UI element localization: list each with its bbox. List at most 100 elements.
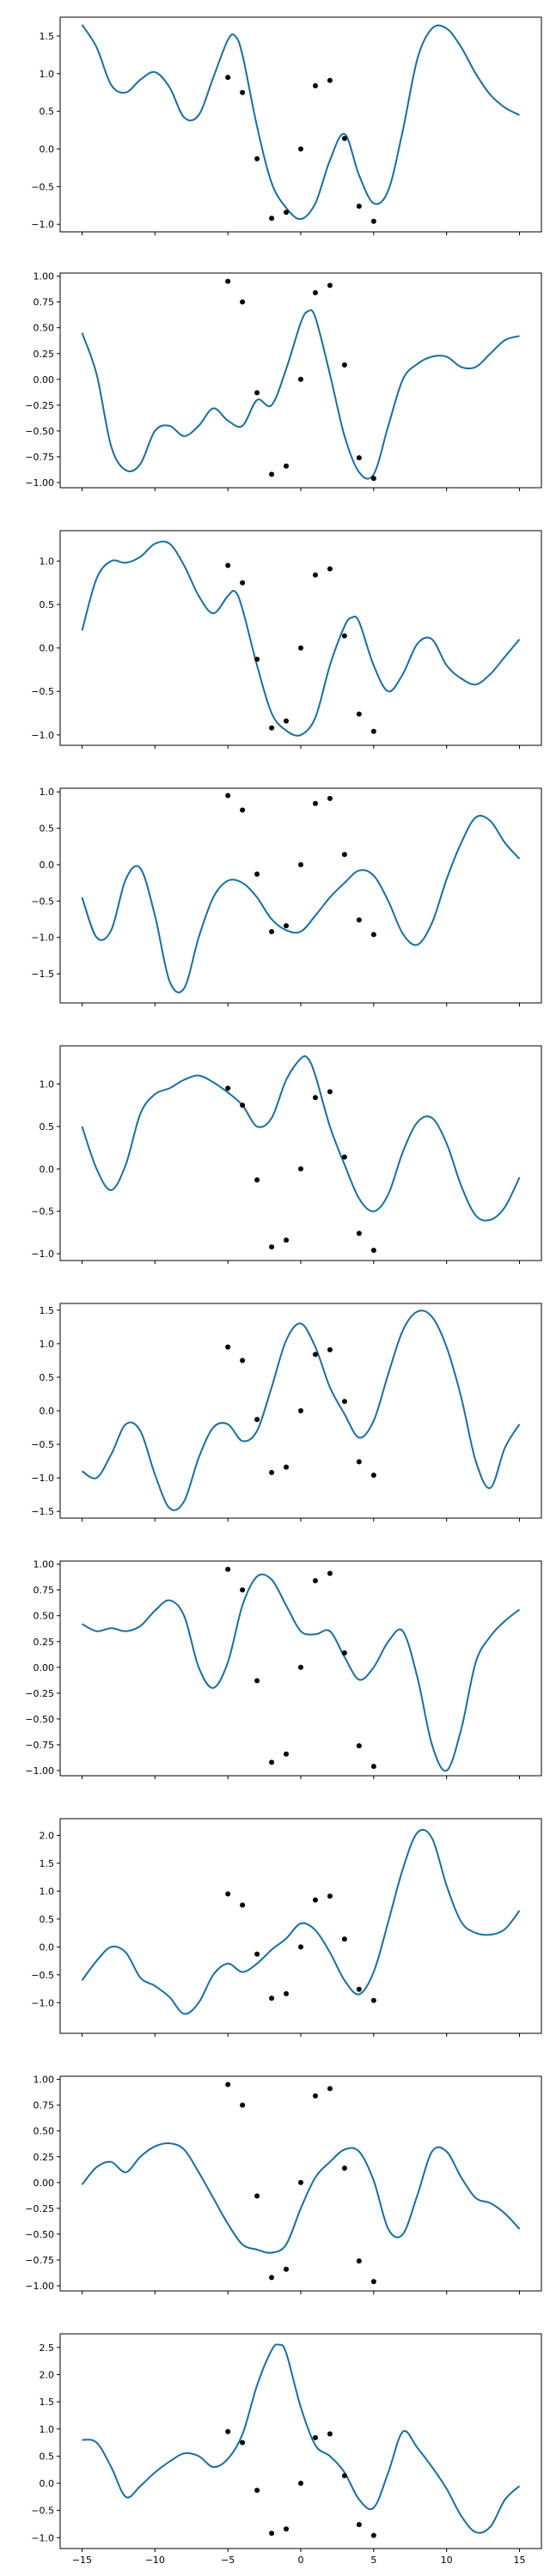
- data-point: [225, 2428, 231, 2434]
- y-tick-label: 0.0: [40, 144, 55, 155]
- data-point: [312, 1577, 318, 1583]
- data-point: [341, 361, 347, 368]
- data-point: [240, 2439, 246, 2445]
- data-point: [225, 278, 231, 284]
- y-tick-label: 1.0: [40, 556, 55, 567]
- x-tick-label: 5: [370, 2555, 376, 2566]
- y-tick-label: 1.5: [40, 1858, 55, 1869]
- y-tick-label: −0.5: [31, 1439, 54, 1450]
- plot-frame: [59, 530, 542, 746]
- data-point: [269, 471, 275, 477]
- y-tick-label: 0.75: [34, 2100, 55, 2111]
- data-point: [312, 572, 318, 578]
- y-tick-label: 0.75: [34, 297, 55, 308]
- data-point: [356, 1230, 362, 1236]
- data-point: [284, 463, 290, 469]
- data-point: [370, 1473, 376, 1478]
- data-point: [370, 1764, 376, 1770]
- panel-3: −1.0 −0.5 0.0 0.5 1.0: [31, 530, 542, 749]
- data-point: [240, 1358, 246, 1364]
- y-tick-label: 0.00: [34, 1662, 55, 1674]
- data-point: [284, 923, 290, 929]
- y-tick-label: −0.50: [25, 1714, 54, 1725]
- data-point: [327, 1571, 333, 1577]
- panel-7: −1.00 −0.75 −0.50 −0.25 0.00 0.25 0.50 0.75 1.00: [25, 1559, 542, 1779]
- data-point: [240, 807, 246, 813]
- data-point: [312, 1352, 318, 1358]
- y-tick-label: −1.00: [25, 1765, 54, 1777]
- data-point: [284, 1751, 290, 1757]
- data-point: [341, 1649, 347, 1656]
- y-tick-label: −1.5: [31, 1506, 54, 1517]
- y-tick-label: −0.25: [25, 1688, 54, 1699]
- y-tick-label: 0.5: [40, 1121, 55, 1133]
- data-point: [298, 1664, 303, 1670]
- data-point: [341, 136, 347, 142]
- y-tick-label: 1.00: [34, 271, 55, 283]
- plot-frame: [59, 787, 542, 1004]
- data-point: [298, 2481, 303, 2487]
- data-point: [269, 1996, 275, 2002]
- data-point: [370, 218, 376, 224]
- data-point: [269, 1244, 275, 1250]
- plot-frame: [59, 1818, 542, 2034]
- y-tick-label: 1.0: [40, 1886, 55, 1897]
- data-point: [254, 872, 260, 877]
- y-tick-label: 1.0: [40, 1339, 55, 1350]
- y-tick-label: 2.0: [40, 2369, 55, 2380]
- data-point: [312, 82, 318, 88]
- y-tick-label: 0.5: [40, 1914, 55, 1925]
- panel-6: −1.5 −1.0 −0.5 0.0 0.5 1.0 1.5: [31, 1303, 542, 1522]
- data-point: [240, 299, 246, 305]
- data-point: [240, 580, 246, 586]
- series-line: [81, 540, 521, 737]
- y-tick-label: 0.25: [34, 349, 55, 360]
- series-line: [81, 1828, 521, 2015]
- y-tick-label: −1.0: [31, 2532, 54, 2543]
- data-point: [269, 2530, 275, 2537]
- y-tick-label: 0.0: [40, 1941, 55, 1953]
- data-point: [240, 1902, 246, 1908]
- data-point: [225, 1344, 231, 1350]
- data-point: [240, 1587, 246, 1593]
- data-point: [225, 1085, 231, 1091]
- data-point: [269, 725, 275, 731]
- panel-1: −1.0 −0.5 0.0 0.5 1.0 1.5: [31, 16, 542, 235]
- panel-9: −1.00 −0.75 −0.50 −0.25 0.00 0.25 0.50 0.75 1.00: [25, 2075, 542, 2294]
- y-tick-label: 0.0: [40, 643, 55, 654]
- y-tick-label: 0.0: [40, 1406, 55, 1417]
- y-tick-label: −0.5: [31, 1206, 54, 1218]
- data-point: [284, 2526, 290, 2532]
- panel-2: −1.00 −0.75 −0.50 −0.25 0.00 0.25 0.50 0.75 1.00: [25, 271, 542, 491]
- y-tick-label: −1.0: [31, 730, 54, 741]
- data-point: [341, 2165, 347, 2171]
- data-point: [356, 204, 362, 210]
- data-point: [370, 2279, 376, 2285]
- y-tick-label: −1.00: [25, 477, 54, 489]
- series-line: [81, 24, 520, 221]
- data-point: [312, 1897, 318, 1903]
- y-tick-label: 1.0: [40, 787, 55, 798]
- data-point: [341, 633, 347, 639]
- data-point: [298, 1944, 303, 1950]
- data-point: [254, 2193, 260, 2199]
- y-tick-label: 0.5: [40, 1372, 55, 1383]
- data-point: [298, 645, 303, 651]
- data-point: [312, 2434, 318, 2440]
- y-tick-label: 0.50: [34, 1611, 55, 1622]
- y-tick-label: −1.5: [31, 969, 54, 980]
- y-tick-label: −0.5: [31, 181, 54, 192]
- x-tick-label: 10: [441, 2555, 453, 2566]
- data-point: [327, 1089, 333, 1095]
- data-point: [284, 1990, 290, 1996]
- x-tick-label: −10: [145, 2555, 165, 2566]
- data-point: [254, 1951, 260, 1957]
- panel-4: −1.5 −1.0 −0.5 0.0 0.5 1.0: [31, 787, 542, 1006]
- data-point: [284, 210, 290, 216]
- y-tick-label: −0.5: [31, 2506, 54, 2517]
- data-point: [240, 1103, 246, 1109]
- data-point: [284, 2266, 290, 2272]
- y-tick-label: −0.25: [25, 2203, 54, 2215]
- data-point: [341, 2473, 347, 2479]
- data-point: [327, 2431, 333, 2437]
